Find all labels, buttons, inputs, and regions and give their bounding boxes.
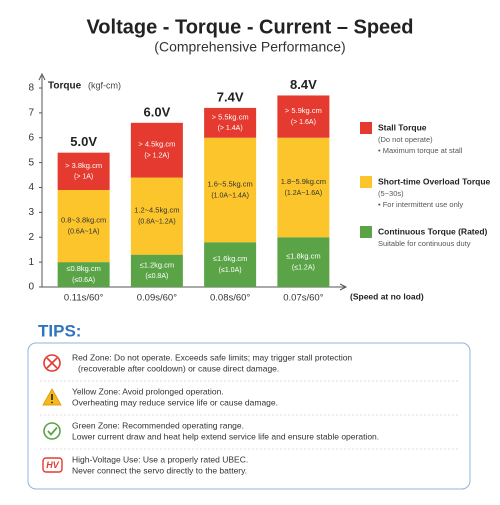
x-axis-arrow: [339, 283, 348, 291]
legend-note: Suitable for continuous duty: [378, 239, 471, 248]
segment-label: (≤1.2A): [292, 264, 315, 271]
segment-label: ≤0.8kg.cm: [66, 264, 101, 273]
legend-note: (Do not operate): [378, 135, 433, 144]
segment-label: (0.6A~1A): [68, 228, 100, 235]
segment-label: (1.2A~1.6A): [285, 190, 323, 197]
segment-label: (≤0.8A): [145, 273, 168, 280]
bar-segment: [57, 152, 110, 190]
segment-label: ≤1.8kg.cm: [286, 252, 321, 261]
segment-label: (≤0.6A): [72, 277, 95, 284]
bar-segment: [204, 137, 257, 243]
segment-label: (1.0A~1.4A): [211, 192, 249, 199]
tips-title: TIPS:: [38, 321, 81, 340]
tip-detail: Never connect the servo directly to the …: [72, 465, 247, 475]
bar-segment: [277, 237, 330, 287]
bar-segment: [57, 189, 110, 263]
bar-segment: [130, 254, 183, 287]
y-axis-arrow: [38, 72, 46, 81]
segment-label: ≤1.2kg.cm: [140, 260, 175, 269]
legend-label: Continuous Torque (Rated): [378, 226, 488, 236]
segment-label: 1.6~5.5kg.cm: [208, 179, 253, 188]
tip-title: Red Zone: Do not operate. Exceeds safe l…: [72, 352, 352, 362]
tip-title: High-Voltage Use: Use a properly rated U…: [72, 454, 248, 464]
segment-label: (> 1A): [74, 174, 93, 181]
icon-stop: [43, 354, 61, 372]
segment-label: (> 1.2A): [144, 153, 169, 160]
y-axis-label: Torque: [48, 81, 82, 92]
y-tick-label: 0: [28, 282, 34, 293]
y-axis-unit: (kgf-cm): [88, 80, 121, 90]
tip-detail: Overheating may reduce service life or c…: [72, 397, 278, 407]
segment-label: ≤1.6kg.cm: [213, 254, 248, 263]
segment-label: 0.8~3.8kg.cm: [61, 216, 106, 225]
bar-segment: [277, 95, 330, 138]
bar-segment: [204, 107, 257, 138]
x-axis-label: (Speed at no load): [350, 291, 424, 301]
icon-hv-frame: [42, 457, 63, 473]
segment-label: > 3.8kg.cm: [65, 161, 102, 170]
legend-swatch: [360, 122, 372, 134]
tip-detail: (recoverable after cooldown) or cause di…: [78, 363, 279, 373]
segment-label: > 5.9kg.cm: [285, 106, 322, 115]
y-tick-label: 1: [28, 257, 34, 268]
x-tick-label: 0.11s/60°: [64, 293, 104, 304]
chart-title: Voltage - Torque - Current – Speed: [86, 16, 413, 38]
voltage-label: 8.4V: [290, 77, 317, 92]
icon-check: [43, 422, 61, 440]
bar-segment: [130, 122, 183, 178]
y-tick-label: 6: [28, 132, 34, 143]
voltage-label: 7.4V: [217, 89, 244, 104]
segment-label: (≤1.0A): [219, 267, 242, 274]
bar-segment: [57, 262, 110, 287]
voltage-label: 5.0V: [70, 134, 97, 149]
legend-note: • For intermittent use only: [378, 200, 463, 209]
icon-warning: [42, 388, 62, 406]
tips-panel: [27, 342, 471, 490]
segment-label: (> 1.6A): [291, 119, 316, 126]
legend-label: Short-time Overload Torque: [378, 176, 491, 186]
segment-label: > 4.5kg.cm: [138, 140, 175, 149]
legend-swatch: [360, 226, 372, 238]
tip-title: Green Zone: Recommended operating range.: [72, 420, 244, 430]
x-tick-label: 0.07s/60°: [283, 293, 323, 304]
segment-label: (> 1.4A): [218, 125, 243, 132]
legend-note: (5~30s): [378, 189, 404, 198]
bar-segment: [277, 137, 330, 238]
voltage-label: 6.0V: [144, 104, 171, 119]
segment-label: 1.2~4.5kg.cm: [134, 206, 179, 215]
legend-note: • Maximum torque at stall: [378, 146, 463, 155]
bar-segment: [204, 242, 257, 287]
legend-swatch: [360, 176, 372, 188]
icon-hv: HV: [46, 460, 59, 470]
y-tick-label: 5: [28, 157, 34, 168]
y-tick-label: 2: [28, 232, 34, 243]
y-tick-label: 8: [28, 83, 34, 94]
y-tick-label: 7: [28, 108, 34, 119]
y-tick-label: 4: [28, 182, 34, 193]
segment-label: 1.8~5.9kg.cm: [281, 177, 326, 186]
segment-label: > 5.5kg.cm: [212, 112, 249, 121]
segment-label: (0.8A~1.2A): [138, 218, 176, 225]
chart-subtitle: (Comprehensive Performance): [154, 39, 345, 55]
y-tick-label: 3: [28, 207, 34, 218]
legend-label: Stall Torque: [378, 122, 427, 132]
x-tick-label: 0.08s/60°: [210, 293, 250, 304]
x-tick-label: 0.09s/60°: [137, 293, 177, 304]
tip-title: Yellow Zone: Avoid prolonged operation.: [72, 386, 224, 396]
tip-detail: Lower current draw and heat help extend …: [72, 431, 379, 441]
bar-segment: [130, 177, 183, 255]
